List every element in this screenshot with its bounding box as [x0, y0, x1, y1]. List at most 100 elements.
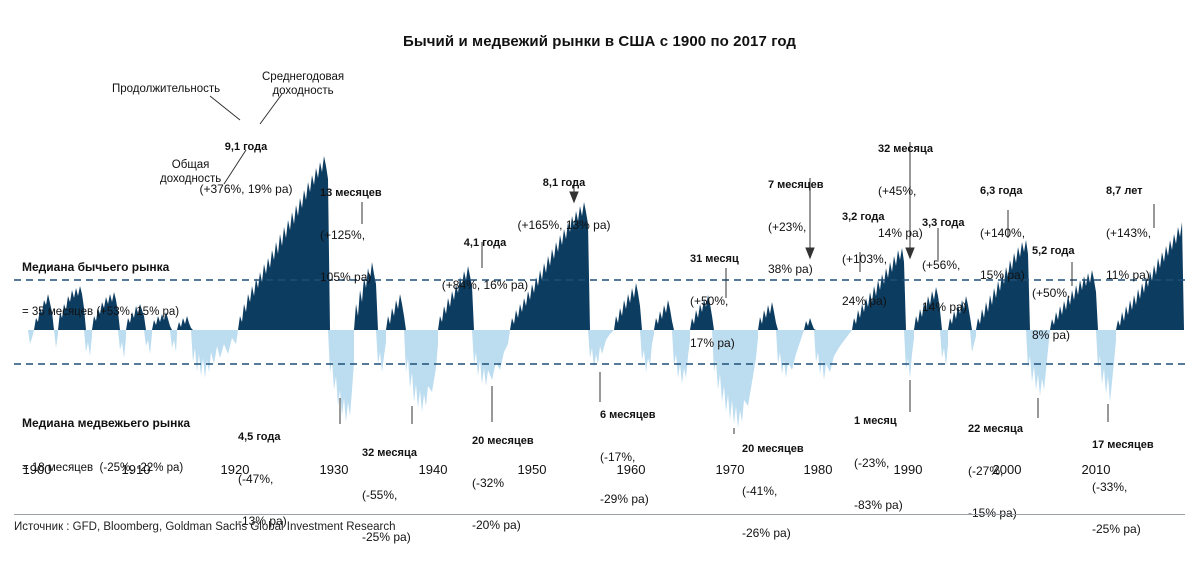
annotation-line3: -29% pa): [600, 492, 649, 506]
annotation-bull-1978: 7 месяцев (+23%, 38% pa): [768, 150, 860, 304]
annotation-line2: (-27%,: [968, 464, 1004, 478]
callout-pointers: [361, 142, 1155, 298]
annotation-bull-1994: 6,3 года (+140%, 15% pa): [980, 156, 1068, 310]
x-tick-1920: 1920: [220, 462, 250, 477]
annotation-line2: (+45%,: [878, 184, 917, 198]
annotation-line2: (+165%, 13% pa): [517, 218, 611, 232]
annotation-bull-2009: 8,7 лет (+143%, 11% pa): [1106, 156, 1190, 310]
annotation-line2: (-55%,: [362, 488, 398, 502]
bull-series: [34, 156, 1184, 330]
annotation-line2: (+140%,: [980, 226, 1026, 240]
annotation-bear-1961: 6 месяцев (-17%, -29% pa): [600, 380, 690, 534]
annotation-line3: -13% pa): [238, 514, 287, 528]
annotation-bear-1929: 4,5 года (-47%, -13% pa): [238, 402, 322, 556]
annotation-line1: 6,3 года: [980, 185, 1023, 197]
annotation-line1: 4,5 года: [238, 431, 281, 443]
annotation-line3: 105% pa): [320, 270, 372, 284]
annotation-line2: (+56%,: [922, 258, 961, 272]
x-tick-1980: 1980: [803, 462, 833, 477]
annotation-line2: (-47%,: [238, 472, 274, 486]
annotation-bear-2007: 17 месяцев (-33%, -25% pa): [1092, 410, 1184, 564]
annotation-bull-1942: 4,1 года (+84%, 16% pa): [420, 208, 550, 320]
x-tick-1930: 1930: [319, 462, 349, 477]
annotation-line1: 32 месяца: [878, 143, 933, 155]
annotation-bull-1949: 8,1 года (+165%, 13% pa): [494, 148, 634, 260]
annotation-line2: (+125%,: [320, 228, 366, 242]
annotation-line1: 13 месяцев: [320, 187, 382, 199]
footer-divider: [14, 514, 1185, 515]
annotation-bull-1920s: 9,1 года (+376%, 19% pa): [186, 112, 306, 224]
annotation-bull-1987: 32 месяца (+45%, 14% pa): [878, 114, 968, 268]
callout-annual-return: Среднегодовая доходность: [262, 71, 345, 97]
x-tick-1960: 1960: [616, 462, 646, 477]
annotation-line1: 3,3 года: [922, 217, 965, 229]
annotation-line3: -15% pa): [968, 506, 1017, 520]
x-tick-1990: 1990: [893, 462, 923, 477]
annotation-line2: (-17%,: [600, 450, 636, 464]
x-axis: 1900 1910 1920 1930 1940 1950 1960 1970 …: [0, 462, 1199, 484]
annotation-line3: -25% pa): [1092, 522, 1141, 536]
x-tick-1900: 1900: [22, 462, 52, 477]
annotation-line2: (+50%,: [690, 294, 729, 308]
annotation-bull-1984: 3,2 года (+103%, 24% pa): [842, 182, 926, 336]
annotation-line3: -25% pa): [362, 530, 411, 544]
chart-root: Бычий и медвежий рынки в США с 1900 по 2…: [0, 33, 1199, 556]
annotation-line2: (-32%: [472, 476, 505, 490]
annotation-line1: 8,1 года: [542, 177, 586, 189]
bear-series: [28, 330, 1116, 428]
annotation-line1: 20 месяцев: [472, 435, 534, 447]
annotation-line3: -83% pa): [854, 498, 903, 512]
annotation-line1: 32 месяца: [362, 447, 417, 459]
annotation-line1: 9,1 года: [224, 141, 268, 153]
annotation-bear-2000: 22 месяца (-27%, -15% pa): [968, 394, 1056, 548]
annotation-line2: (-33%,: [1092, 480, 1128, 494]
source-note: Источник : GFD, Bloomberg, Goldman Sachs…: [14, 521, 396, 533]
median-bull-line1: Медиана бычьего рынка: [22, 260, 170, 274]
annotation-line3: -26% pa): [742, 526, 791, 540]
annotation-bear-1937: 32 месяца (-55%, -25% pa): [362, 418, 450, 572]
x-tick-1910: 1910: [121, 462, 151, 477]
x-tick-2010: 2010: [1081, 462, 1111, 477]
callout-duration: Продолжительность: [112, 83, 221, 95]
annotation-line2: (+376%, 19% pa): [199, 182, 293, 196]
annotation-line2: (+143%,: [1106, 226, 1152, 240]
annotation-line3: 11% pa): [1106, 268, 1150, 282]
annotation-line2: (+84%, 16% pa): [441, 278, 529, 292]
annotation-bear-1946: 20 месяцев (-32% -20% pa): [472, 406, 568, 560]
median-bear-note: Медиана медвежьего рынка = 18 месяцев (-…: [22, 386, 190, 506]
annotation-line2: (-23%,: [854, 456, 890, 470]
median-bull-note: Медиана бычьего рынка = 35 месяцев (+53%…: [22, 230, 179, 350]
annotation-line2: (-41%,: [742, 484, 778, 498]
annotation-line1: 3,2 года: [842, 211, 885, 223]
annotation-line1: 8,7 лет: [1106, 185, 1143, 197]
annotation-line1: 31 месяц: [690, 253, 739, 265]
annotation-line3: 24% pa): [842, 294, 887, 308]
median-bear-line2: = 18 месяцев (-25%, -22% pa): [22, 462, 184, 474]
bear-callout-pointers: [339, 372, 1109, 434]
annotation-line1: 17 месяцев: [1092, 439, 1154, 451]
page-title: Бычий и медвежий рынки в США с 1900 по 2…: [402, 33, 797, 50]
median-bull-line2: = 35 месяцев (+53%, 15% pa): [22, 306, 180, 318]
annotation-line3: 15% pa): [980, 268, 1025, 282]
annotation-bull-1990: 3,3 года (+56%, 14% pa): [922, 188, 1006, 342]
annotation-bull-1966: 31 месяц (+50%, 17% pa): [690, 224, 776, 378]
x-tick-2000: 2000: [992, 462, 1022, 477]
callout-total-return: Общая доходность: [160, 159, 222, 185]
x-tick-1940: 1940: [418, 462, 448, 477]
annotation-line1: 6 месяцев: [600, 409, 656, 421]
annotation-line3: 38% pa): [768, 262, 813, 276]
annotation-line1: 7 месяцев: [768, 179, 824, 191]
annotation-line2: (+23%,: [768, 220, 807, 234]
annotation-line1: 1 месяц: [854, 415, 897, 427]
annotation-bear-1987: 1 месяц (-23%, -83% pa): [854, 386, 938, 540]
annotation-line1: 22 месяца: [968, 423, 1023, 435]
annotation-line2: (+103%,: [842, 252, 888, 266]
annotation-line3: 17% pa): [690, 336, 735, 350]
annotation-line3: -20% pa): [472, 518, 521, 532]
annotation-line1: 4,1 года: [463, 237, 507, 249]
annotation-bull-1932: 13 месяцев (+125%, 105% pa): [320, 158, 410, 312]
market-cycles-chart: [14, 93, 1185, 434]
annotation-bull-2002: 5,2 года (+50%, 8% pa): [1032, 216, 1112, 370]
annotation-line3: 14% pa): [922, 300, 967, 314]
x-tick-1950: 1950: [517, 462, 547, 477]
